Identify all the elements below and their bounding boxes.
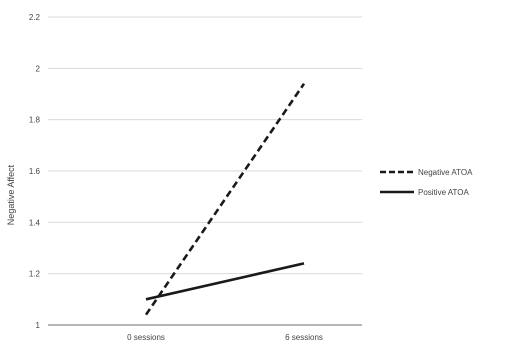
- x-tick-label: 6 sessions: [285, 333, 323, 342]
- tick-labels: 1 1.2 1.4 1.6 1.8 2 2.2 0 sessions 6 sessions: [29, 13, 323, 342]
- y-tick-label: 1.8: [29, 116, 41, 125]
- y-tick-label: 1.6: [29, 167, 41, 176]
- y-axis-title: Negative Affect: [6, 164, 16, 225]
- y-tick-label: 2.2: [29, 13, 41, 22]
- legend: Negative ATOA Positive ATOA: [380, 168, 473, 197]
- legend-label: Positive ATOA: [418, 188, 470, 197]
- series-lines: [144, 82, 306, 316]
- y-tick-label: 1: [36, 321, 41, 330]
- series-line-negative-atoa: [144, 82, 306, 316]
- series-line-positive-atoa: [145, 262, 305, 301]
- gridlines: [48, 16, 362, 275]
- y-tick-label: 2: [36, 64, 41, 73]
- y-tick-label: 1.4: [29, 218, 41, 227]
- y-tick-label: 1.2: [29, 270, 41, 279]
- legend-label: Negative ATOA: [418, 168, 473, 177]
- x-tick-label: 0 sessions: [127, 333, 165, 342]
